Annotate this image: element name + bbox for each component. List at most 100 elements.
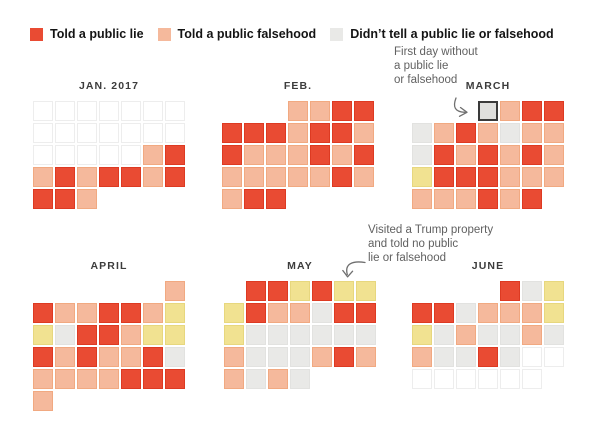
day-cell (121, 167, 141, 187)
day-cell (143, 303, 163, 323)
month-label-january: JAN. 2017 (78, 80, 140, 92)
day-cell (33, 303, 53, 323)
day-cell (143, 369, 163, 389)
month-grid-june (412, 281, 564, 389)
day-cell (99, 325, 119, 345)
annotation-line: a public lie (394, 60, 449, 72)
day-cell (99, 347, 119, 367)
day-cell (544, 347, 564, 367)
day-cell (412, 189, 432, 209)
day-cell (500, 101, 520, 121)
day-cell (412, 325, 432, 345)
day-cell (412, 369, 432, 389)
day-cell (288, 123, 308, 143)
month-march: MARCH (412, 80, 564, 209)
month-february: FEB. (222, 80, 374, 209)
day-cell (268, 325, 288, 345)
day-cell (434, 145, 454, 165)
day-cell (500, 281, 520, 301)
month-label-june: JUNE (471, 260, 505, 272)
annotation-first-day-without-lie: First day without a public lie or falseh… (394, 45, 478, 87)
day-cell (268, 303, 288, 323)
day-cell (55, 145, 75, 165)
day-cell (310, 123, 330, 143)
day-cell (222, 145, 242, 165)
day-cell (55, 325, 75, 345)
day-cell (222, 189, 242, 209)
day-cell (500, 325, 520, 345)
day-cell (522, 369, 542, 389)
day-cell (500, 145, 520, 165)
day-cell (412, 303, 432, 323)
day-cell (77, 303, 97, 323)
day-cell (290, 325, 310, 345)
day-cell (143, 101, 163, 121)
day-cell (121, 123, 141, 143)
day-cell (268, 369, 288, 389)
month-grid-may (224, 281, 376, 389)
day-cell (544, 123, 564, 143)
month-grid-january (33, 101, 185, 209)
month-grid-april (33, 281, 185, 411)
day-cell (334, 347, 354, 367)
day-cell (312, 281, 332, 301)
day-cell (288, 167, 308, 187)
day-cell (310, 101, 330, 121)
day-cell (522, 101, 542, 121)
day-cell (456, 325, 476, 345)
day-cell (312, 347, 332, 367)
day-cell (55, 123, 75, 143)
legend-label-falsehood: Told a public falsehood (177, 27, 317, 41)
day-cell (165, 101, 185, 121)
day-cell (33, 145, 53, 165)
day-cell (522, 145, 542, 165)
day-cell (77, 347, 97, 367)
day-cell (478, 145, 498, 165)
day-cell (434, 123, 454, 143)
day-cell (312, 325, 332, 345)
day-cell (55, 369, 75, 389)
day-cell (99, 101, 119, 121)
day-cell (522, 167, 542, 187)
day-cell (244, 167, 264, 187)
day-cell (224, 325, 244, 345)
day-cell (500, 189, 520, 209)
day-cell (55, 189, 75, 209)
day-cell (77, 369, 97, 389)
highlighted-day-cell (478, 101, 498, 121)
day-cell (268, 347, 288, 367)
day-cell (478, 369, 498, 389)
day-cell (99, 167, 119, 187)
day-cell (143, 145, 163, 165)
legend-item-lie: Told a public lie (30, 27, 144, 41)
day-cell (500, 347, 520, 367)
day-cell (222, 123, 242, 143)
day-cell (33, 123, 53, 143)
legend-item-none: Didn’t tell a public lie or falsehood (330, 27, 554, 41)
day-cell (332, 123, 352, 143)
day-cell (544, 303, 564, 323)
day-cell (456, 347, 476, 367)
day-cell (33, 167, 53, 187)
day-cell (354, 123, 374, 143)
day-cell (99, 123, 119, 143)
day-cell (544, 167, 564, 187)
day-cell (500, 369, 520, 389)
day-cell (33, 325, 53, 345)
day-cell (522, 281, 542, 301)
day-cell (165, 167, 185, 187)
annotation-line: lie or falsehood (368, 252, 446, 264)
day-cell (522, 325, 542, 345)
day-cell (121, 101, 141, 121)
day-cell (334, 325, 354, 345)
day-cell (268, 281, 288, 301)
day-cell (522, 123, 542, 143)
legend-swatch-none (330, 27, 344, 41)
day-cell (224, 347, 244, 367)
day-cell (77, 123, 97, 143)
month-june: JUNE (412, 260, 564, 389)
day-cell (246, 347, 266, 367)
legend-item-falsehood: Told a public falsehood (157, 27, 317, 41)
legend-swatch-falsehood (157, 27, 171, 41)
